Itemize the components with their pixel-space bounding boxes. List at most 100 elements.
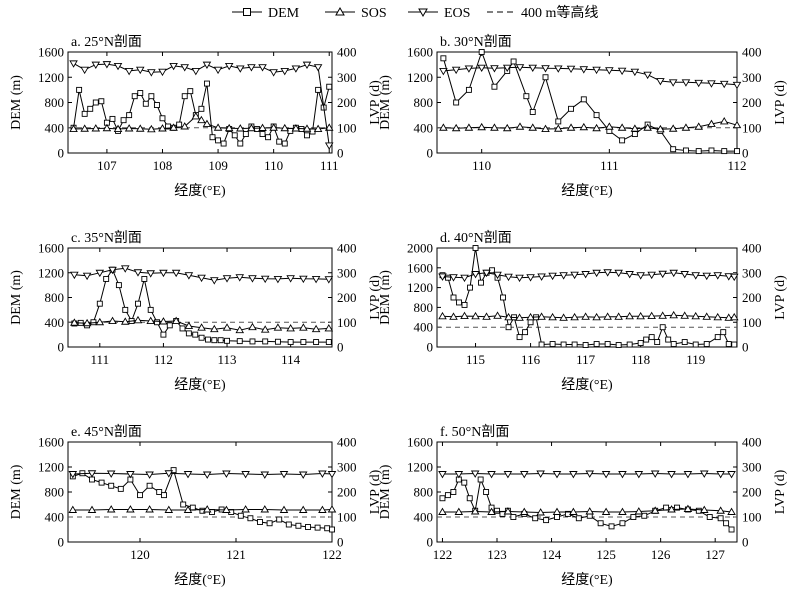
eos-point [502, 64, 512, 73]
y2-tick-label: 0 [337, 340, 344, 355]
eos-point [614, 269, 623, 278]
sos-point [618, 507, 627, 515]
sos-point [668, 124, 678, 132]
y-tick-label: 2000 [407, 241, 433, 256]
panel-6: f. 50°N剖面 122 123 124 125 126 127 0 400 800 1200 16… [378, 424, 788, 588]
sos-point [135, 124, 145, 132]
dem-point [626, 341, 633, 348]
series-dem [440, 49, 740, 155]
series-sos [69, 111, 334, 133]
eos-point [716, 471, 725, 479]
dem-point [242, 131, 249, 138]
eos-point [504, 273, 513, 282]
dem-point [109, 115, 116, 122]
y2-tick-label: 400 [337, 241, 357, 256]
eos-point [454, 471, 464, 479]
eos-point [681, 79, 691, 87]
dem-point [523, 93, 530, 100]
series-dem [70, 80, 333, 147]
dem-point [582, 342, 589, 348]
dem-point [631, 131, 638, 138]
dem-point [734, 148, 740, 155]
sos-point [454, 507, 464, 515]
y-tick-label: 400 [45, 120, 65, 135]
dem-point [160, 331, 167, 338]
dem-point [505, 324, 512, 331]
eos-point [592, 269, 601, 278]
dem-line [442, 477, 732, 530]
eos-point [191, 67, 201, 76]
y2-tick-label: 300 [742, 265, 762, 280]
eos-point [210, 277, 219, 285]
panel-title: c. 35°N剖面 [71, 230, 142, 246]
legend-contour: 400 m等高线 [487, 4, 598, 21]
eos-point [280, 67, 290, 76]
eos-point [691, 272, 700, 280]
y2-tick-label: 300 [337, 265, 357, 280]
eos-point [68, 471, 78, 479]
dem-point [81, 110, 88, 117]
dem-point [641, 512, 648, 519]
y-tick-label: 0 [58, 340, 65, 355]
sos-point [650, 506, 660, 514]
eos-point [213, 66, 223, 75]
eos-point [222, 470, 231, 478]
eos-point [449, 274, 458, 282]
eos-point [683, 471, 693, 479]
sos-point [184, 321, 194, 329]
dem-point [467, 284, 473, 291]
eos-point [69, 60, 78, 68]
eos-point [515, 274, 524, 283]
sos-point [120, 317, 130, 325]
y2-tick-label: 0 [337, 146, 344, 161]
sos-point [570, 312, 579, 321]
dem-point [500, 294, 507, 301]
x-tick-label: 122 [433, 547, 453, 562]
sos-point [324, 324, 334, 332]
y-tick-label: 0 [427, 340, 434, 355]
sos-point [247, 123, 256, 132]
dem-point [681, 339, 688, 345]
sos-point [603, 312, 612, 320]
dem-point [295, 522, 302, 529]
sos-point [460, 311, 469, 320]
dem-point [165, 123, 171, 130]
sos-point [643, 123, 652, 131]
eos-point [541, 65, 550, 73]
eos-point [559, 272, 568, 280]
eos-point [460, 274, 469, 283]
eos-point [133, 269, 143, 277]
y2-tick-label: 200 [742, 485, 762, 500]
eos-point [197, 274, 206, 283]
y2-tick-label: 100 [742, 315, 762, 330]
y2-tick-label: 300 [742, 460, 762, 475]
dem-point [326, 83, 333, 90]
x-tick-label: 127 [705, 547, 725, 562]
eos-point [503, 471, 513, 479]
sos-point [248, 322, 257, 331]
series-eos [439, 64, 742, 90]
sos-point [683, 504, 693, 512]
eos-point [248, 275, 257, 283]
eos-point [202, 61, 212, 70]
dem-point [560, 341, 567, 348]
eos-point [566, 65, 576, 74]
dem-point [176, 121, 183, 128]
dem-point [725, 341, 732, 347]
sos-point [235, 325, 245, 334]
dem-point [179, 325, 186, 332]
sos-point [298, 505, 308, 513]
y-tick-label: 1600 [38, 241, 64, 256]
sos-point [566, 123, 576, 131]
sos-point [487, 507, 496, 515]
dem-point [120, 117, 127, 124]
sos-point [180, 122, 189, 130]
x-axis-label: 经度(°E) [561, 377, 613, 393]
dem-point [259, 131, 266, 138]
dem-point [597, 520, 604, 527]
eos-point [490, 65, 499, 73]
series-dem [439, 476, 735, 533]
dem-point [440, 55, 447, 62]
dem-point [192, 331, 199, 338]
